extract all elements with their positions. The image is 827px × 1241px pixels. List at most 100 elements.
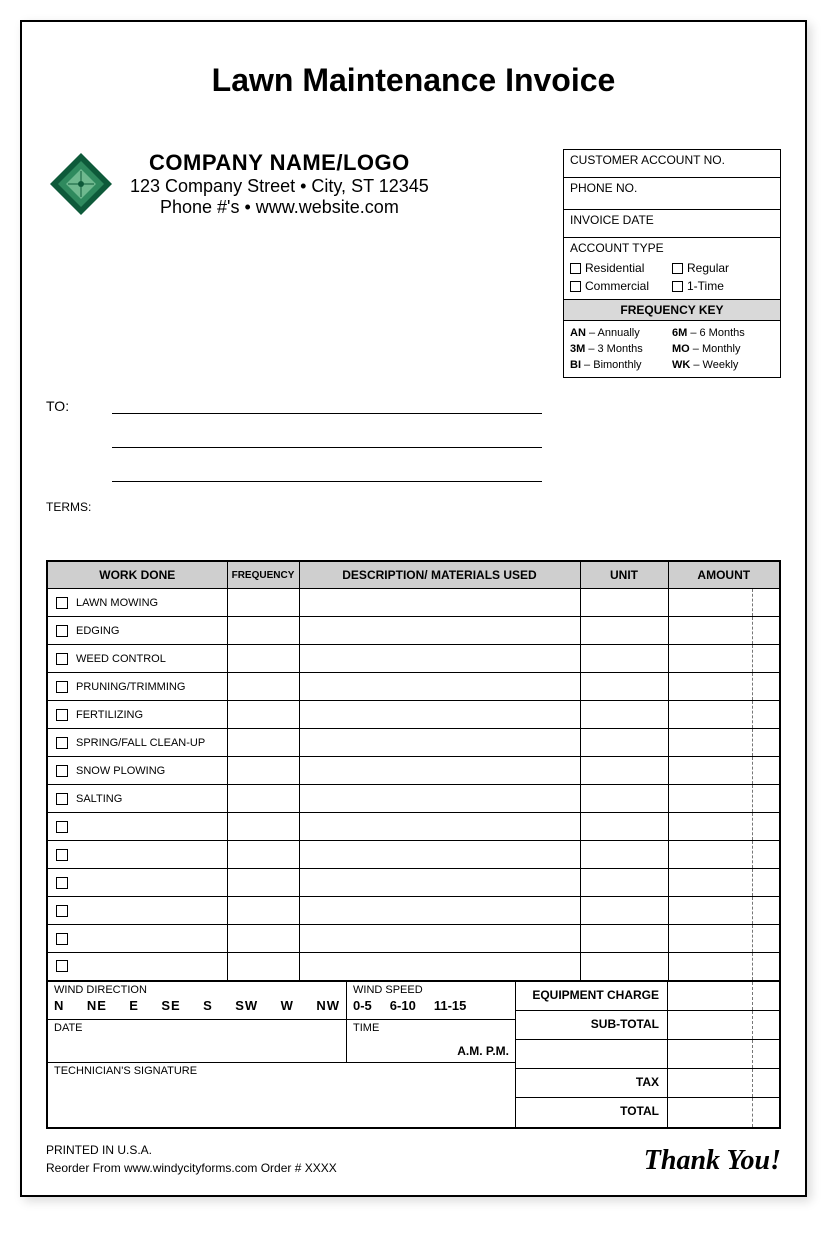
- freq-cell[interactable]: [227, 869, 299, 897]
- work-item[interactable]: [48, 813, 227, 840]
- account-type-option[interactable]: 1-Time: [672, 277, 774, 295]
- work-item[interactable]: FERTILIZING: [48, 701, 227, 728]
- desc-cell[interactable]: [299, 617, 580, 645]
- to-line-1[interactable]: [112, 396, 542, 414]
- desc-cell[interactable]: [299, 589, 580, 617]
- work-item[interactable]: [48, 869, 227, 896]
- account-type-option[interactable]: Regular: [672, 259, 774, 277]
- checkbox-icon[interactable]: [56, 933, 68, 945]
- total-amount-cell[interactable]: [667, 1011, 779, 1039]
- amount-cell[interactable]: [668, 813, 780, 841]
- wind-direction-cell[interactable]: WIND DIRECTION NNEESESSWWNW: [48, 982, 347, 1019]
- work-item[interactable]: LAWN MOWING: [48, 589, 227, 616]
- checkbox-icon[interactable]: [56, 849, 68, 861]
- freq-cell[interactable]: [227, 729, 299, 757]
- desc-cell[interactable]: [299, 645, 580, 673]
- unit-cell[interactable]: [580, 701, 668, 729]
- checkbox-icon[interactable]: [56, 737, 68, 749]
- time-cell[interactable]: TIME A.M. P.M.: [347, 1020, 515, 1062]
- desc-cell[interactable]: [299, 953, 580, 981]
- amount-cell[interactable]: [668, 701, 780, 729]
- freq-cell[interactable]: [227, 897, 299, 925]
- freq-cell[interactable]: [227, 673, 299, 701]
- unit-cell[interactable]: [580, 869, 668, 897]
- checkbox-icon[interactable]: [56, 765, 68, 777]
- total-amount-cell[interactable]: [667, 1098, 779, 1127]
- wind-speed-cell[interactable]: WIND SPEED 0-56-1011-15: [347, 982, 515, 1019]
- checkbox-icon[interactable]: [56, 821, 68, 833]
- amount-cell[interactable]: [668, 589, 780, 617]
- desc-cell[interactable]: [299, 701, 580, 729]
- desc-cell[interactable]: [299, 813, 580, 841]
- freq-cell[interactable]: [227, 785, 299, 813]
- work-item[interactable]: WEED CONTROL: [48, 645, 227, 672]
- amount-cell[interactable]: [668, 645, 780, 673]
- customer-account-field[interactable]: CUSTOMER ACCOUNT NO.: [564, 150, 780, 178]
- amount-cell[interactable]: [668, 841, 780, 869]
- total-amount-cell[interactable]: [667, 1040, 779, 1068]
- unit-cell[interactable]: [580, 897, 668, 925]
- unit-cell[interactable]: [580, 925, 668, 953]
- unit-cell[interactable]: [580, 729, 668, 757]
- freq-cell[interactable]: [227, 589, 299, 617]
- work-item[interactable]: SALTING: [48, 785, 227, 812]
- total-amount-cell[interactable]: [667, 982, 779, 1010]
- to-line-2[interactable]: [112, 430, 542, 448]
- work-item[interactable]: [48, 925, 227, 952]
- unit-cell[interactable]: [580, 673, 668, 701]
- desc-cell[interactable]: [299, 925, 580, 953]
- amount-cell[interactable]: [668, 925, 780, 953]
- to-line-3[interactable]: [112, 464, 542, 482]
- desc-cell[interactable]: [299, 729, 580, 757]
- desc-cell[interactable]: [299, 757, 580, 785]
- checkbox-icon[interactable]: [56, 877, 68, 889]
- checkbox-icon[interactable]: [56, 625, 68, 637]
- work-item[interactable]: [48, 897, 227, 924]
- work-item[interactable]: [48, 841, 227, 868]
- date-cell[interactable]: DATE: [48, 1020, 347, 1062]
- desc-cell[interactable]: [299, 869, 580, 897]
- total-amount-cell[interactable]: [667, 1069, 779, 1097]
- unit-cell[interactable]: [580, 785, 668, 813]
- desc-cell[interactable]: [299, 897, 580, 925]
- signature-cell[interactable]: TECHNICIAN'S SIGNATURE: [48, 1063, 515, 1111]
- freq-cell[interactable]: [227, 701, 299, 729]
- amount-cell[interactable]: [668, 869, 780, 897]
- desc-cell[interactable]: [299, 785, 580, 813]
- phone-field[interactable]: PHONE NO.: [564, 178, 780, 210]
- unit-cell[interactable]: [580, 813, 668, 841]
- amount-cell[interactable]: [668, 757, 780, 785]
- checkbox-icon[interactable]: [56, 905, 68, 917]
- unit-cell[interactable]: [580, 645, 668, 673]
- work-item[interactable]: EDGING: [48, 617, 227, 644]
- amount-cell[interactable]: [668, 785, 780, 813]
- checkbox-icon[interactable]: [56, 597, 68, 609]
- unit-cell[interactable]: [580, 589, 668, 617]
- work-item[interactable]: SPRING/FALL CLEAN-UP: [48, 729, 227, 756]
- unit-cell[interactable]: [580, 617, 668, 645]
- unit-cell[interactable]: [580, 757, 668, 785]
- freq-cell[interactable]: [227, 841, 299, 869]
- checkbox-icon[interactable]: [56, 653, 68, 665]
- invoice-date-field[interactable]: INVOICE DATE: [564, 210, 780, 238]
- freq-cell[interactable]: [227, 645, 299, 673]
- checkbox-icon[interactable]: [56, 681, 68, 693]
- desc-cell[interactable]: [299, 673, 580, 701]
- amount-cell[interactable]: [668, 673, 780, 701]
- freq-cell[interactable]: [227, 617, 299, 645]
- checkbox-icon[interactable]: [56, 960, 68, 972]
- unit-cell[interactable]: [580, 953, 668, 981]
- freq-cell[interactable]: [227, 813, 299, 841]
- freq-cell[interactable]: [227, 953, 299, 981]
- amount-cell[interactable]: [668, 897, 780, 925]
- desc-cell[interactable]: [299, 841, 580, 869]
- work-item[interactable]: PRUNING/TRIMMING: [48, 673, 227, 700]
- freq-cell[interactable]: [227, 757, 299, 785]
- amount-cell[interactable]: [668, 729, 780, 757]
- work-item[interactable]: SNOW PLOWING: [48, 757, 227, 784]
- account-type-option[interactable]: Residential: [570, 259, 672, 277]
- amount-cell[interactable]: [668, 953, 780, 981]
- freq-cell[interactable]: [227, 925, 299, 953]
- checkbox-icon[interactable]: [56, 709, 68, 721]
- checkbox-icon[interactable]: [56, 793, 68, 805]
